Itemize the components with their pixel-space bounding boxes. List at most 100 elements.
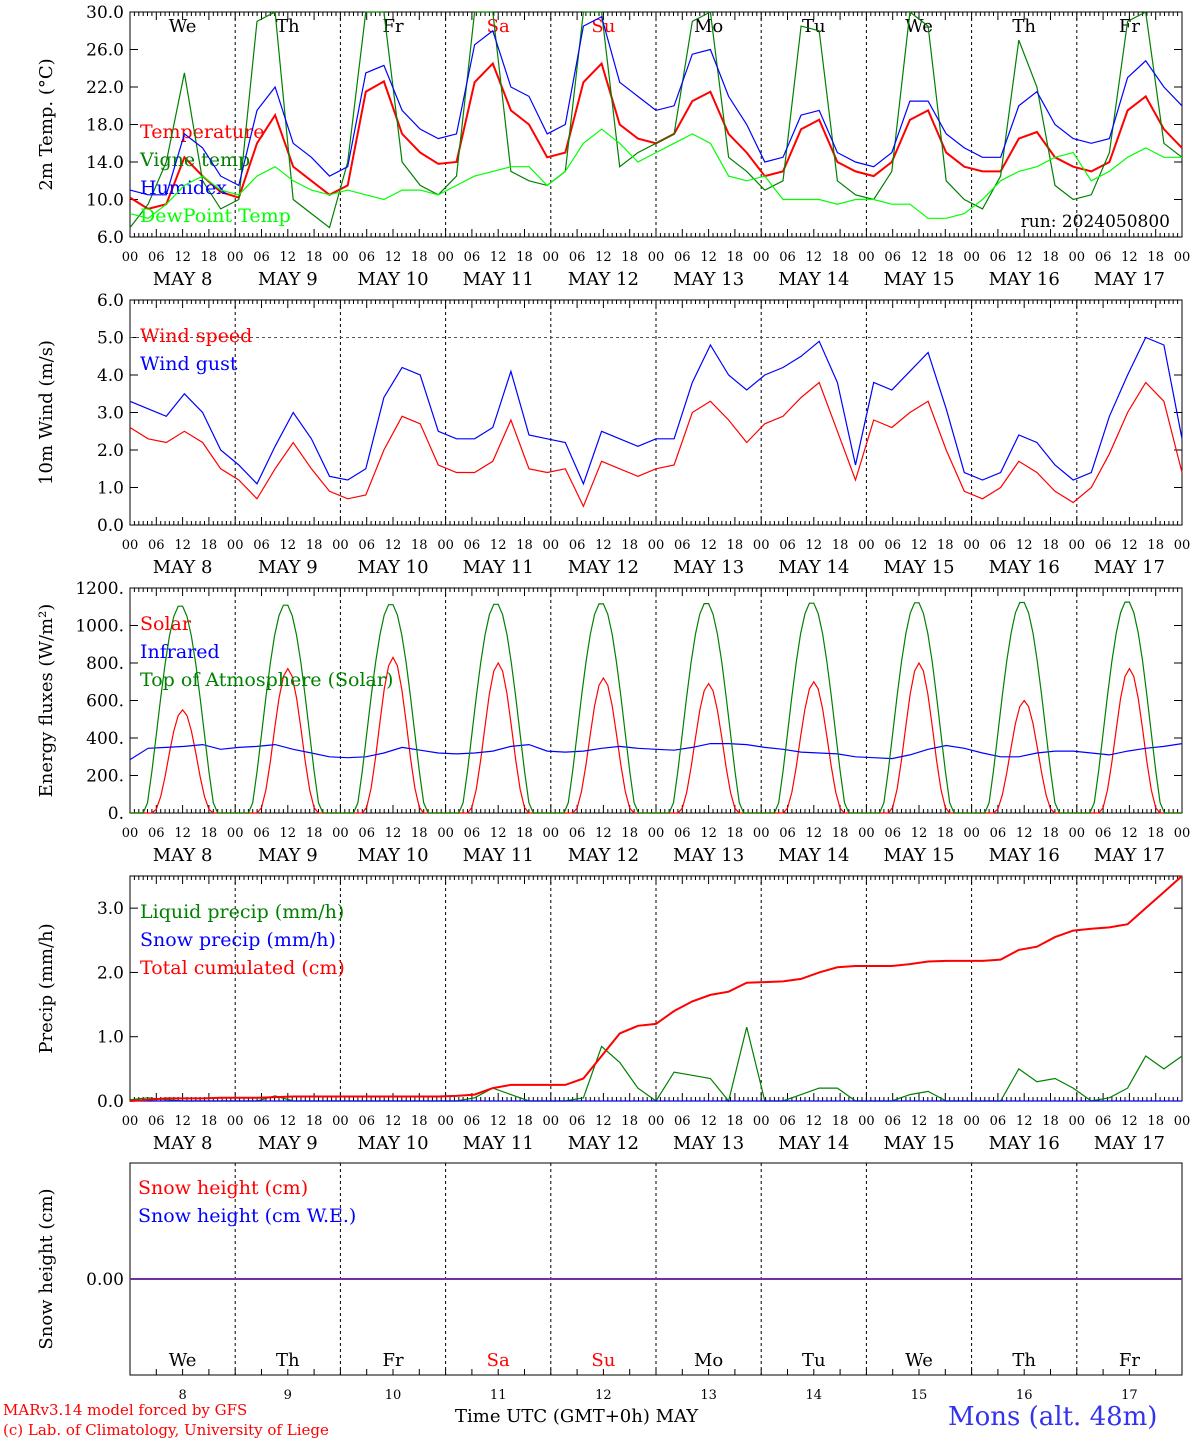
hour-ticks: [129, 300, 1183, 525]
date-label: MAY 8: [153, 845, 213, 866]
date-label: MAY 10: [357, 1133, 428, 1154]
weekday-label: Fr: [1119, 1350, 1140, 1371]
date-label: MAY 8: [153, 1133, 213, 1154]
weekday-label: Sa: [487, 1350, 510, 1371]
hour-tick-label: 18: [516, 250, 533, 265]
weekday-label: Mo: [694, 1350, 723, 1371]
hour-tick-label: 12: [385, 250, 402, 265]
hour-tick-label: 12: [806, 250, 823, 265]
date-label: MAY 13: [673, 269, 744, 290]
legend-entry: Snow height (cm): [138, 1177, 308, 1199]
date-label: MAY 15: [883, 557, 954, 578]
hour-tick-label: 18: [1042, 250, 1059, 265]
y-tick-label: 6.0: [97, 228, 124, 248]
y-tick-label: 0.0: [97, 1092, 124, 1112]
series-line-temperature-3: [129, 128, 1182, 219]
hour-tick-label: 06: [464, 826, 481, 841]
date-label: MAY 17: [1094, 845, 1165, 866]
y-tick-label: 2.0: [97, 963, 124, 983]
date-label: MAY 14: [778, 845, 849, 866]
date-label: MAY 12: [568, 557, 639, 578]
hour-tick-label: 18: [411, 1114, 428, 1129]
y-tick-label: 400.: [86, 729, 124, 749]
date-label: MAY 9: [258, 269, 318, 290]
hour-tick-label: 18: [1042, 538, 1059, 553]
weekday-label: We: [169, 16, 197, 37]
hour-tick-label: 06: [674, 826, 691, 841]
hour-tick-label: 18: [621, 1114, 638, 1129]
hour-tick-label: 00: [332, 1114, 349, 1129]
hour-tick-label: 00: [122, 250, 139, 265]
hour-tick-label: 06: [569, 1114, 586, 1129]
y-tick-label: 14.0: [86, 153, 124, 173]
weekday-label: Fr: [1119, 16, 1140, 37]
hour-tick-label: 18: [1147, 826, 1164, 841]
hour-tick-label: 00: [437, 538, 454, 553]
y-axis-label: 10m Wind (m/s): [36, 340, 57, 485]
legend-entry: Liquid precip (mm/h): [140, 901, 344, 923]
hour-tick-label: 18: [411, 250, 428, 265]
hour-tick-label: 18: [516, 1114, 533, 1129]
hour-tick-label: 12: [595, 538, 612, 553]
hour-tick-label: 00: [332, 250, 349, 265]
hour-tick-label: 06: [990, 1114, 1007, 1129]
y-tick-label: 1200.: [75, 579, 124, 599]
date-label: MAY 14: [778, 1133, 849, 1154]
date-label: MAY 17: [1094, 557, 1165, 578]
date-label: MAY 14: [778, 269, 849, 290]
hour-tick-label: 18: [621, 538, 638, 553]
hour-tick-label: 00: [437, 826, 454, 841]
hour-tick-label: 00: [963, 538, 980, 553]
hour-tick-label: 00: [227, 250, 244, 265]
hour-tick-label: 12: [490, 538, 507, 553]
hour-tick-label: 06: [674, 250, 691, 265]
hour-tick-label: 12: [385, 826, 402, 841]
hour-tick-label: 12: [595, 250, 612, 265]
y-tick-label: 0.00: [86, 1270, 124, 1290]
day-number-label: 16: [1016, 1388, 1033, 1403]
y-tick-label: 1.0: [97, 1028, 124, 1048]
y-axis-label: Energy fluxes (W/m²): [36, 604, 57, 798]
date-label: MAY 11: [463, 845, 534, 866]
legend-entry: Humidex: [140, 177, 227, 199]
y-tick-label: 30.0: [86, 3, 124, 23]
model-credit: MARv3.14 model forced by GFS (c) Lab. of…: [3, 1400, 329, 1440]
hour-tick-label: 18: [1147, 538, 1164, 553]
hour-tick-label: 06: [674, 538, 691, 553]
y-tick-label: 3.0: [97, 899, 124, 919]
series-line-precip-2: [129, 875, 1183, 1102]
hour-tick-label: 18: [832, 250, 849, 265]
hour-tick-label: 06: [253, 1114, 270, 1129]
hour-tick-label: 18: [516, 826, 533, 841]
legend-entry: Solar: [140, 613, 192, 635]
hour-tick-label: 00: [753, 826, 770, 841]
hour-tick-label: 06: [884, 826, 901, 841]
hour-tick-label: 06: [990, 826, 1007, 841]
station-name: Mons (alt. 48m): [948, 1402, 1158, 1432]
hour-tick-label: 12: [280, 1114, 297, 1129]
date-label: MAY 10: [357, 845, 428, 866]
series-line-energy-1: [129, 743, 1183, 761]
hour-tick-label: 06: [148, 826, 165, 841]
hour-tick-label: 12: [490, 826, 507, 841]
hour-tick-label: 12: [595, 826, 612, 841]
hour-tick-label: 00: [332, 826, 349, 841]
hour-tick-label: 12: [385, 1114, 402, 1129]
hour-tick-label: 18: [306, 1114, 323, 1129]
y-tick-label: 18.0: [86, 116, 124, 136]
hour-tick-label: 18: [306, 538, 323, 553]
weekday-label: Su: [591, 1350, 615, 1371]
y-axis-label: Precip (mm/h): [36, 923, 57, 1053]
date-label: MAY 11: [463, 1133, 534, 1154]
hour-tick-label: 00: [227, 826, 244, 841]
hour-tick-label: 12: [806, 826, 823, 841]
hour-tick-label: 00: [753, 250, 770, 265]
model-line: MARv3.14 model forced by GFS: [3, 1401, 248, 1419]
day-number-label: 17: [1121, 1388, 1138, 1403]
panel-frame: [129, 11, 1183, 238]
hour-tick-label: 00: [963, 826, 980, 841]
day-number-label: 14: [806, 1388, 823, 1403]
weekday-label: We: [169, 1350, 197, 1371]
hour-tick-label: 06: [148, 250, 165, 265]
hour-tick-label: 18: [621, 250, 638, 265]
